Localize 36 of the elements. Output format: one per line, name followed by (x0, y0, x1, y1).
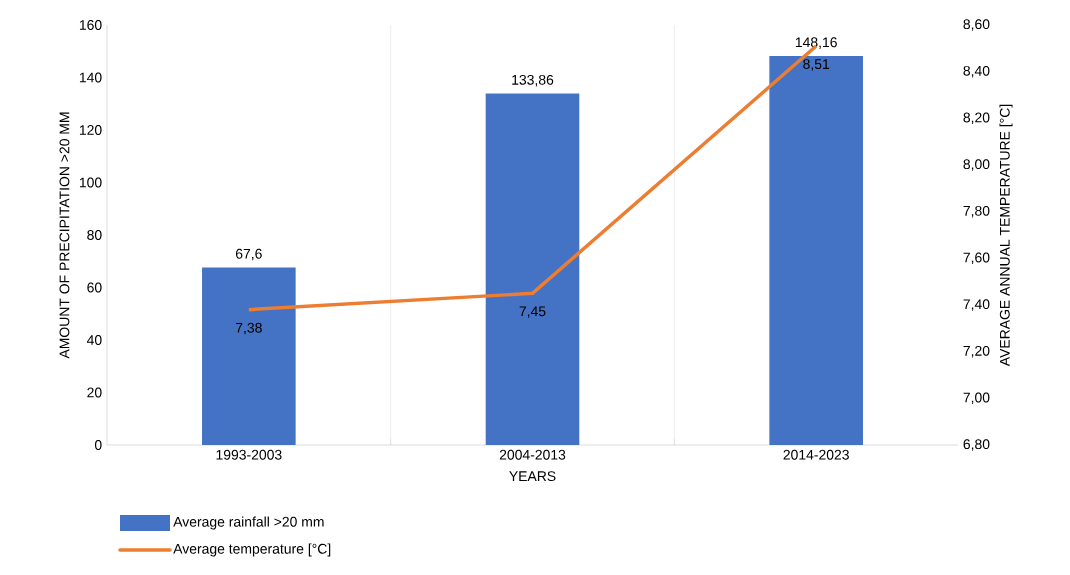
data-label: 8,51 (803, 59, 830, 71)
bar (485, 93, 580, 445)
y-tick-label: 80 (87, 230, 102, 240)
y-tick-label: 100 (79, 177, 102, 188)
data-label: 148,16 (795, 37, 837, 49)
x-axis-title: YEARS (509, 471, 556, 482)
y2-tick-label: 8,00 (963, 159, 990, 171)
y-tick-label: 0 (94, 440, 102, 450)
bar (769, 56, 863, 445)
data-label: 7,38 (235, 322, 262, 335)
x-tick-label: 1993-2003 (216, 449, 282, 460)
y2-tick-label: 6,80 (963, 439, 990, 451)
y-tick-label: 120 (79, 125, 102, 135)
legend-label: Average temperature [°C] (173, 543, 331, 557)
y-tick-label: 140 (79, 72, 102, 83)
data-label: 133,86 (512, 74, 554, 87)
y2-tick-label: 7,60 (963, 252, 990, 265)
x-tick-label: 2014-2023 (783, 449, 849, 460)
y-tick-label: 20 (87, 387, 102, 398)
y2-tick-label: 7,80 (963, 205, 990, 218)
y-tick-label: 160 (79, 20, 102, 30)
y2-tick-label: 8,40 (963, 65, 990, 78)
y2-tick-label: 8,60 (963, 19, 990, 31)
y-tick-label: 60 (87, 282, 102, 293)
y-axis-title: AMOUNT OF PRECIPITATION >20 MM (59, 112, 70, 359)
legend-label: Average rainfall >20 mm (173, 516, 324, 530)
data-label: 67,6 (235, 248, 262, 261)
y2-tick-label: 7,40 (963, 299, 990, 311)
y2-tick-label: 7,00 (963, 392, 990, 405)
x-tick-label: 2004-2013 (499, 449, 566, 460)
bar (202, 267, 296, 445)
y2-tick-label: 8,20 (963, 112, 990, 125)
y2-axis-title: AVERAGE ANNUAL TEMPERATURE [°C] (999, 104, 1013, 367)
y-tick-label: 40 (86, 335, 102, 345)
y2-tick-label: 7,20 (963, 345, 990, 358)
data-label: 7,45 (519, 306, 546, 318)
